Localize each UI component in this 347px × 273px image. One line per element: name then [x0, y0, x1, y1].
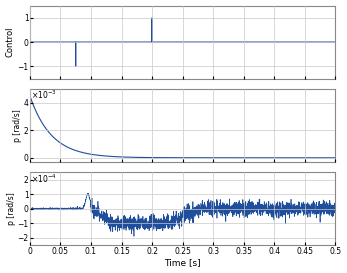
Text: $\times10^{-3}$: $\times10^{-3}$	[31, 89, 57, 101]
Y-axis label: p [rad/s]: p [rad/s]	[7, 192, 16, 225]
X-axis label: Time [s]: Time [s]	[164, 259, 201, 268]
Text: $\times10^{-4}$: $\times10^{-4}$	[31, 172, 57, 185]
Y-axis label: p [rad/s]: p [rad/s]	[13, 109, 22, 142]
Y-axis label: Control: Control	[6, 27, 15, 57]
